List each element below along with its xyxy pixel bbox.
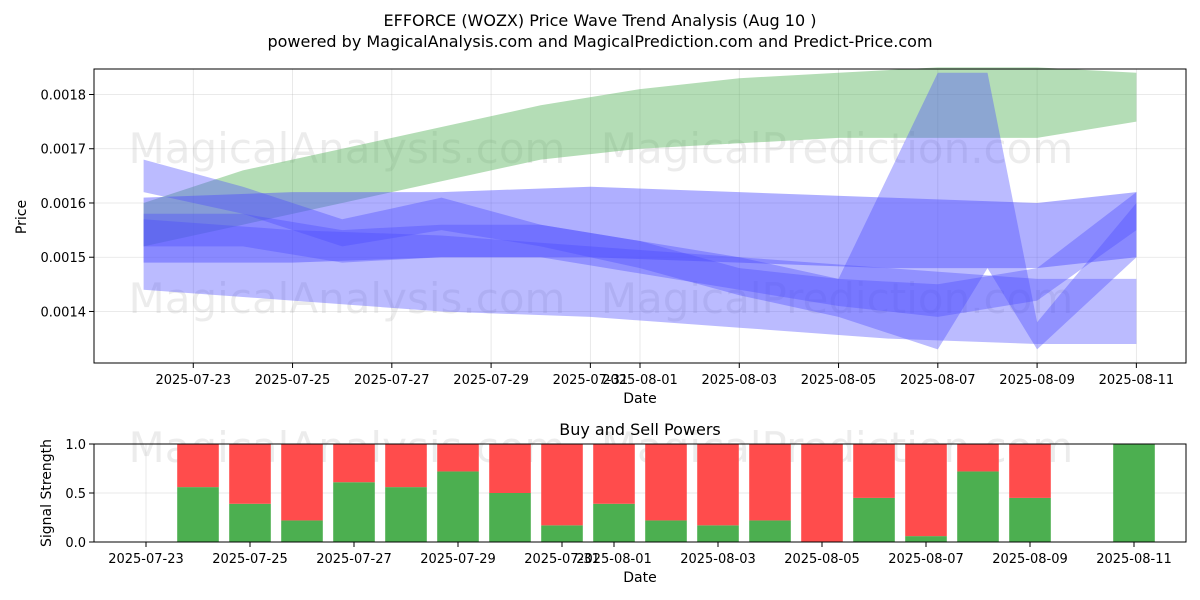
y-tick-label: 0.0018 (41, 88, 87, 103)
y-tick-label: 0.0 (65, 536, 86, 551)
x-tick-label: 2025-08-11 (1096, 552, 1172, 567)
y-tick-label: 1.0 (65, 438, 86, 453)
x-tick-label: 2025-08-07 (900, 373, 976, 388)
sell-bar (541, 444, 583, 526)
sell-bar (229, 444, 271, 504)
buy-bar (1009, 497, 1051, 542)
buy-bar (281, 520, 323, 542)
sell-bar (645, 444, 687, 521)
signal-x-ticks: 2025-07-23 2025-07-25 2025-07-27 2025-07-29… (108, 542, 1172, 567)
price-y-axis-label: Price (14, 200, 30, 234)
sell-bar (957, 444, 999, 472)
x-tick-label: 2025-08-11 (1099, 373, 1175, 388)
sell-bar (1009, 444, 1051, 498)
x-tick-label: 2025-07-23 (108, 552, 184, 567)
price-grid (94, 69, 1186, 363)
signal-bars (177, 444, 1155, 542)
buy-bar (229, 503, 271, 542)
buy-bar (489, 493, 531, 542)
buy-bar (593, 503, 635, 542)
y-tick-label: 0.0014 (41, 305, 87, 320)
watermark-text: MagicalAnalysis.com (129, 274, 566, 323)
y-tick-label: 0.0017 (41, 143, 87, 158)
sell-bar (905, 444, 947, 537)
buy-bar (437, 471, 479, 542)
buy-bar (905, 536, 947, 542)
x-tick-label: 2025-08-03 (680, 552, 756, 567)
x-tick-label: 2025-07-29 (420, 552, 496, 567)
watermark-text: MagicalAnalysis.com (129, 124, 566, 173)
x-tick-label: 2025-07-31 (524, 552, 600, 567)
sell-bar (489, 444, 531, 493)
x-tick-label: 2025-08-03 (701, 373, 777, 388)
signal-y-axis-label: Signal Strength (39, 439, 55, 547)
sell-bar (801, 444, 843, 542)
sell-bar (333, 444, 375, 483)
sell-bar (437, 444, 479, 472)
price-x-axis-label: Date (623, 391, 656, 407)
x-tick-label: 2025-07-25 (255, 373, 331, 388)
buy-bar (957, 471, 999, 542)
sell-bar (749, 444, 791, 521)
figure-subtitle: powered by MagicalAnalysis.com and Magic… (267, 32, 932, 51)
buy-sell-title: Buy and Sell Powers (559, 420, 721, 439)
x-tick-label: 2025-07-27 (354, 373, 430, 388)
x-tick-label: 2025-08-07 (888, 552, 964, 567)
watermark-group-top: MagicalAnalysis.com MagicalPrediction.co… (129, 124, 1074, 323)
x-tick-label: 2025-08-05 (801, 373, 877, 388)
price-band-blue (143, 186, 1137, 269)
x-tick-label: 2025-07-23 (155, 373, 231, 388)
buy-bar (645, 520, 687, 542)
price-band-green (143, 67, 1137, 247)
watermark-text: MagicalPrediction.com (601, 274, 1074, 323)
x-tick-label: 2025-08-01 (602, 373, 678, 388)
sell-bar (385, 444, 427, 488)
x-tick-label: 2025-07-25 (212, 552, 288, 567)
buy-bar (541, 525, 583, 542)
x-tick-label: 2025-08-05 (784, 552, 860, 567)
buy-bar (853, 497, 895, 542)
sell-bar (177, 444, 219, 488)
x-tick-label: 2025-08-01 (576, 552, 652, 567)
sell-bar (697, 444, 739, 526)
price-band-blue (143, 72, 1137, 350)
buy-bar (385, 487, 427, 542)
sell-bar (281, 444, 323, 521)
signal-y-ticks: 0.0 0.5 1.0 (65, 438, 94, 551)
buy-bar (749, 520, 791, 542)
figure-title: EFFORCE (WOZX) Price Wave Trend Analysis… (384, 11, 817, 30)
buy-bar (1113, 444, 1155, 542)
buy-bar (333, 482, 375, 542)
x-tick-label: 2025-07-27 (316, 552, 392, 567)
price-bands (143, 67, 1137, 350)
buy-bar (697, 525, 739, 542)
x-tick-label: 2025-08-09 (992, 552, 1068, 567)
price-y-ticks: 0.0014 0.0015 0.0016 0.0017 0.0018 (41, 88, 94, 320)
x-tick-label: 2025-07-29 (453, 373, 529, 388)
x-tick-label: 2025-08-09 (999, 373, 1075, 388)
y-tick-label: 0.5 (65, 487, 86, 502)
watermark-text: MagicalPrediction.com (601, 124, 1074, 173)
price-x-ticks: 2025-07-23 2025-07-25 2025-07-27 2025-07-29… (155, 363, 1174, 388)
buy-bar (177, 487, 219, 542)
price-band-blue (143, 219, 1137, 344)
sell-bar (593, 444, 635, 504)
y-tick-label: 0.0016 (41, 197, 87, 212)
sell-bar (853, 444, 895, 498)
x-tick-label: 2025-07-31 (553, 373, 629, 388)
y-tick-label: 0.0015 (41, 251, 87, 266)
signal-x-axis-label: Date (623, 570, 656, 586)
price-band-blue (143, 192, 1137, 317)
